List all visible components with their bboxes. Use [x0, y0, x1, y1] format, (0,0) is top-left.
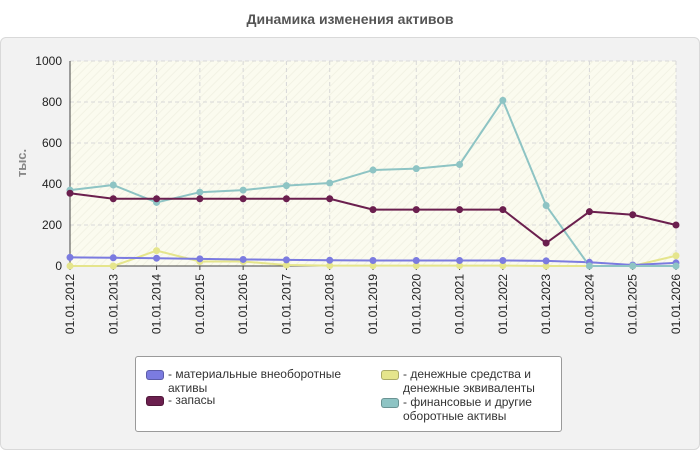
legend-item-cash: - денежные средства и денежные эквивален… — [381, 367, 578, 395]
data-point — [326, 256, 334, 264]
data-point — [542, 202, 550, 210]
legend-label: - материальные внеоборотные активы — [168, 367, 341, 395]
data-point — [672, 252, 680, 260]
y-tick-label: 200 — [42, 218, 62, 232]
legend-swatch — [381, 398, 399, 408]
chart-legend: - материальные внеоборотные активы - зап… — [135, 356, 562, 432]
x-tick-label: 01.01.2015 — [193, 274, 207, 334]
data-point — [282, 182, 290, 190]
data-point — [66, 262, 74, 270]
data-point — [153, 254, 161, 262]
data-point — [369, 206, 377, 214]
data-point — [239, 255, 247, 263]
data-point — [239, 195, 247, 203]
data-point — [109, 262, 117, 270]
x-tick-label: 01.01.2012 — [63, 274, 77, 334]
x-tick-label: 01.01.2022 — [496, 274, 510, 334]
chart-title: Динамика изменения активов — [246, 11, 454, 27]
data-point — [326, 195, 334, 203]
data-point — [412, 165, 420, 173]
y-tick-label: 600 — [42, 136, 62, 150]
legend-label: - денежные средства и денежные эквивален… — [403, 367, 535, 395]
data-point — [109, 254, 117, 262]
x-tick-label: 01.01.2020 — [409, 274, 423, 334]
data-point — [369, 166, 377, 174]
data-point — [585, 262, 593, 270]
x-tick-label: 01.01.2013 — [106, 274, 120, 334]
y-tick-label: 0 — [55, 259, 62, 273]
data-point — [196, 255, 204, 263]
data-point — [153, 247, 161, 255]
data-point — [629, 211, 637, 219]
x-tick-label: 01.01.2018 — [323, 274, 337, 334]
x-tick-label: 01.01.2021 — [453, 274, 467, 334]
data-point — [672, 262, 680, 270]
data-point — [282, 195, 290, 203]
data-point — [109, 195, 117, 203]
x-tick-label: 01.01.2016 — [236, 274, 250, 334]
data-point — [66, 253, 74, 261]
data-point — [239, 186, 247, 194]
legend-item-material-assets: - материальные внеоборотные активы — [146, 367, 368, 395]
x-tick-label: 01.01.2023 — [539, 274, 553, 334]
y-tick-label: 400 — [42, 177, 62, 191]
x-tick-label: 01.01.2024 — [582, 274, 596, 334]
data-point — [499, 206, 507, 214]
legend-swatch — [381, 370, 399, 380]
legend-item-inventories: - запасы — [146, 393, 368, 407]
data-point — [542, 239, 550, 247]
y-tick-label: 1000 — [35, 54, 62, 68]
legend-swatch — [146, 396, 164, 406]
y-axis-label: тыс. — [14, 149, 29, 177]
legend-label: - запасы — [168, 393, 216, 407]
x-tick-label: 01.01.2026 — [669, 274, 683, 334]
x-tick-label: 01.01.2017 — [279, 274, 293, 334]
data-point — [66, 189, 74, 197]
data-point — [196, 195, 204, 203]
data-point — [456, 206, 464, 214]
data-point — [412, 256, 420, 264]
data-point — [542, 257, 550, 265]
data-point — [326, 179, 334, 187]
data-point — [456, 161, 464, 169]
data-point — [499, 96, 507, 104]
data-point — [282, 256, 290, 264]
data-point — [196, 188, 204, 196]
x-tick-label: 01.01.2019 — [366, 274, 380, 334]
data-point — [109, 181, 117, 189]
data-point — [672, 221, 680, 229]
data-point — [412, 206, 420, 214]
legend-label: - финансовые и другие оборотные активы — [403, 395, 532, 423]
y-tick-label: 800 — [42, 95, 62, 109]
data-point — [585, 208, 593, 216]
data-point — [153, 195, 161, 203]
legend-swatch — [146, 370, 164, 380]
x-tick-label: 01.01.2014 — [150, 274, 164, 334]
data-point — [499, 256, 507, 264]
data-point — [369, 256, 377, 264]
legend-item-financial-assets: - финансовые и другие оборотные активы — [381, 395, 578, 423]
data-point — [456, 256, 464, 264]
x-tick-label: 01.01.2025 — [626, 274, 640, 334]
data-point — [629, 262, 637, 270]
